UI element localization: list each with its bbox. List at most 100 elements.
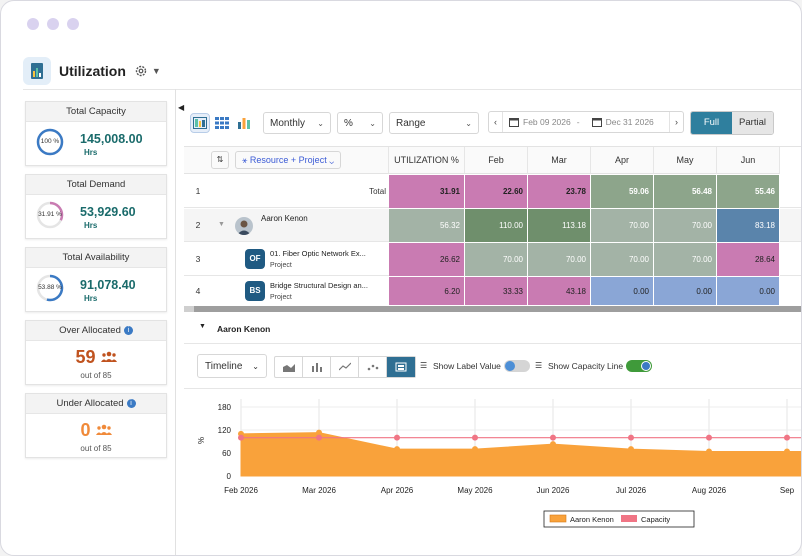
- bar-chart-icon[interactable]: [303, 357, 331, 377]
- over-allocated-card[interactable]: Over Allocated i 59 out of 85: [25, 320, 167, 385]
- capacity-point: [706, 434, 712, 441]
- month-cell[interactable]: 70.00: [591, 209, 654, 242]
- info-icon[interactable]: i: [123, 325, 133, 335]
- month-cell[interactable]: 56.48: [654, 175, 717, 208]
- table-row[interactable]: 3 OF 01. Fiber Optic Network Ex... Proje…: [184, 243, 801, 276]
- month-cell[interactable]: 0.00: [654, 277, 717, 305]
- utilization-timeline-chart[interactable]: 180 120 60 0% Feb 2026 Mar 2026 Apr 2026 May 20…: [184, 389, 802, 556]
- month-cell[interactable]: 33.33: [465, 277, 528, 305]
- table-chart-view-button[interactable]: [190, 113, 210, 133]
- over-allocated-label: Over Allocated: [59, 325, 121, 336]
- stacked-bar-chart-icon[interactable]: [387, 357, 415, 377]
- month-cell[interactable]: 83.18: [717, 209, 780, 242]
- collapse-sidebar-icon[interactable]: ◀: [178, 103, 185, 112]
- utilization-cell[interactable]: 6.20: [389, 277, 465, 305]
- period-select[interactable]: Monthly ⌄: [263, 112, 331, 134]
- month-cell[interactable]: 70.00: [654, 243, 717, 276]
- x-tick-label: Aug 2026: [692, 486, 727, 495]
- utilization-cell[interactable]: 56.32: [389, 209, 465, 242]
- grid-header-month[interactable]: Feb: [465, 147, 528, 174]
- partial-button[interactable]: Partial: [732, 112, 773, 134]
- calendar-icon[interactable]: [591, 117, 602, 127]
- month-cell[interactable]: 0.00: [591, 277, 654, 305]
- grid-view-button[interactable]: [213, 114, 231, 132]
- chevron-right-icon[interactable]: ›: [669, 112, 683, 132]
- month-cell[interactable]: 23.78: [528, 175, 591, 208]
- month-cell[interactable]: 43.18: [528, 277, 591, 305]
- over-allocated-number: 59: [75, 347, 96, 367]
- info-icon[interactable]: i: [126, 398, 136, 408]
- date-to[interactable]: Dec 31 2026: [605, 117, 654, 127]
- grid-header-utilization[interactable]: UTILIZATION %: [389, 147, 465, 174]
- capacity-percent: 100 %: [40, 138, 60, 145]
- capacity-progress-ring: [36, 128, 64, 156]
- grid-horizontal-scrollbar[interactable]: [184, 306, 801, 312]
- timeline-value: Timeline: [205, 360, 243, 372]
- calendar-icon[interactable]: [509, 117, 519, 127]
- under-allocated-count: 0: [26, 420, 166, 441]
- month-cell[interactable]: 59.06: [591, 175, 654, 208]
- grid-header-month[interactable]: Jun: [717, 147, 780, 174]
- show-capacity-line-toggle[interactable]: [626, 360, 652, 372]
- window-dot-minimize[interactable]: [47, 18, 59, 30]
- window-dot-maximize[interactable]: [67, 18, 79, 30]
- gear-icon[interactable]: [134, 64, 148, 78]
- table-row[interactable]: 4 BS Bridge Structural Design an... Proj…: [184, 277, 801, 305]
- grid-header-month[interactable]: Apr: [591, 147, 654, 174]
- x-tick-label: Jun 2026: [537, 486, 570, 495]
- scatter-chart-icon[interactable]: [359, 357, 387, 377]
- utilization-cell[interactable]: 26.62: [389, 243, 465, 276]
- row-label: Total: [369, 186, 386, 196]
- month-cell[interactable]: 70.00: [654, 209, 717, 242]
- menu-lines-icon: ☰: [420, 361, 428, 370]
- avatar: [235, 217, 253, 235]
- header-divider: [23, 89, 801, 90]
- date-from[interactable]: Feb 09 2026: [523, 117, 571, 127]
- area-chart-icon[interactable]: [275, 357, 303, 377]
- month-cell[interactable]: 110.00: [465, 209, 528, 242]
- timeline-select[interactable]: Timeline ⌄: [197, 354, 267, 378]
- month-cell[interactable]: 113.18: [528, 209, 591, 242]
- date-range-picker[interactable]: ‹ Feb 09 2026 - Dec 31 2026 ›: [488, 111, 684, 133]
- expand-caret-icon[interactable]: ▼: [218, 221, 225, 228]
- collapse-panel-icon[interactable]: ▼: [199, 323, 206, 330]
- under-allocated-card[interactable]: Under Allocated i 0 out of 85: [25, 393, 167, 458]
- month-cell[interactable]: 55.46: [717, 175, 780, 208]
- utilization-cell[interactable]: 31.91: [389, 175, 465, 208]
- month-cell[interactable]: 0.00: [717, 277, 780, 305]
- grid-header-month[interactable]: Mar: [528, 147, 591, 174]
- area-point: [784, 448, 790, 455]
- chevron-left-icon[interactable]: ‹: [489, 112, 503, 132]
- chart-legend: [543, 510, 695, 528]
- sort-icon[interactable]: ⇅: [211, 151, 229, 169]
- month-cell[interactable]: 28.64: [717, 243, 780, 276]
- chart-view-button[interactable]: [235, 114, 253, 132]
- panel-splitter[interactable]: [175, 89, 176, 555]
- project-name: Bridge Structural Design an...: [270, 281, 368, 290]
- month-cell[interactable]: 22.60: [465, 175, 528, 208]
- chevron-down-icon: ⌄: [465, 118, 472, 128]
- grid-header-month[interactable]: May: [654, 147, 717, 174]
- window-dot-close[interactable]: [27, 18, 39, 30]
- row-number: 4: [195, 286, 201, 296]
- date-separator: -: [576, 117, 580, 127]
- scrollbar-thumb[interactable]: [184, 306, 194, 312]
- chevron-down-icon: ⌄: [369, 118, 376, 128]
- full-button[interactable]: Full: [691, 112, 732, 134]
- table-row[interactable]: 1 Total 31.91 22.60 23.78 59.06 56.48 55…: [184, 175, 801, 208]
- settings-caret-icon[interactable]: ▼: [151, 66, 161, 76]
- panel-title: Aaron Kenon: [217, 324, 271, 334]
- full-partial-toggle: Full Partial: [690, 111, 774, 135]
- y-tick-label: 120: [218, 426, 232, 435]
- line-chart-icon[interactable]: [331, 357, 359, 377]
- show-label-value-toggle[interactable]: [504, 360, 530, 372]
- month-cell[interactable]: 70.00: [465, 243, 528, 276]
- month-cell[interactable]: 70.00: [591, 243, 654, 276]
- range-select[interactable]: Range ⌄: [389, 112, 479, 134]
- unit-select[interactable]: % ⌄: [337, 112, 383, 134]
- month-cell[interactable]: 70.00: [528, 243, 591, 276]
- legend-swatch-capacity: [621, 515, 637, 522]
- capacity-point: [784, 434, 790, 441]
- group-by-select[interactable]: ⚹ Resource + Project ⌄: [235, 151, 342, 169]
- table-row[interactable]: 2 ▼ Aaron Kenon 56.32 110.00 113.18 70.0…: [184, 209, 801, 242]
